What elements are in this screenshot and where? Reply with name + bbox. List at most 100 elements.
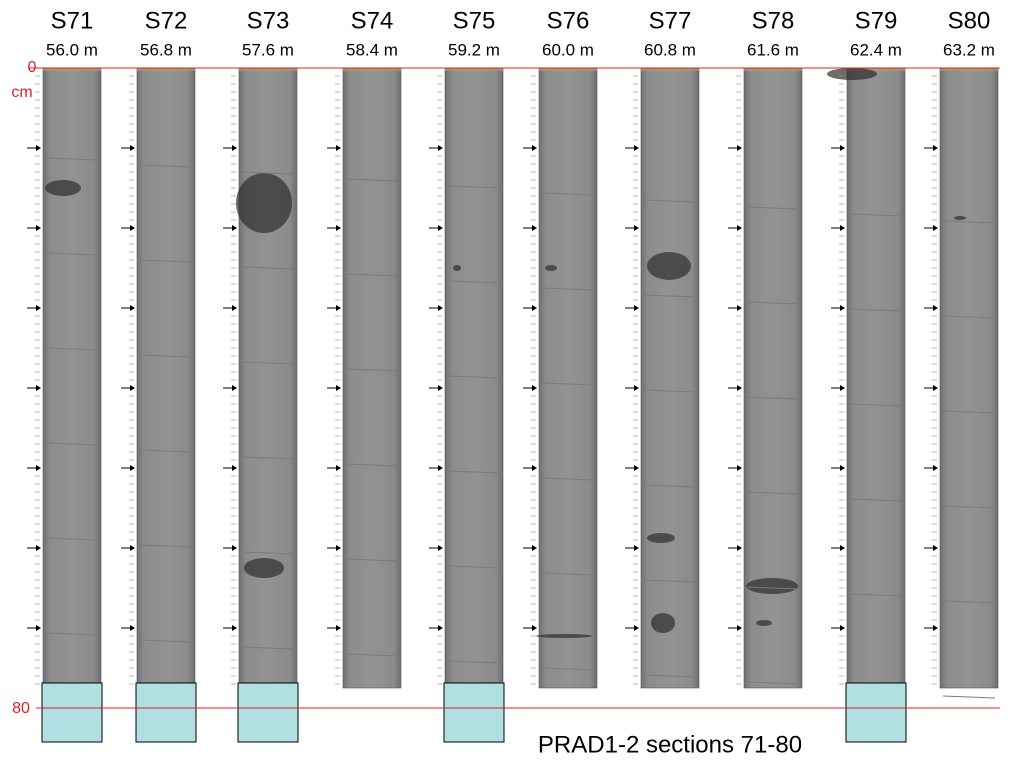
core-lamina xyxy=(643,389,697,393)
section-label: S77 xyxy=(649,7,692,34)
scale-arrowhead xyxy=(532,625,537,631)
section-label: S71 xyxy=(51,7,94,34)
core-columns: S71 56.0 m S72 56.8 m S73 57.6 m S74 58.4 m S75 5… xyxy=(27,7,999,743)
core-lamina xyxy=(849,213,903,217)
section-depth: 61.6 m xyxy=(747,40,799,59)
core-lamina xyxy=(746,301,800,305)
scale-arrowhead xyxy=(130,465,135,471)
core-lamina xyxy=(241,266,295,270)
core-lamina xyxy=(849,308,903,312)
scale-arrowhead xyxy=(737,545,742,551)
scale-arrowhead xyxy=(130,625,135,631)
scale-arrowhead xyxy=(634,545,639,551)
core-section: S78 61.6 m xyxy=(728,7,803,689)
scale-arrowhead xyxy=(532,465,537,471)
core-feature xyxy=(651,613,675,633)
scale-arrowhead xyxy=(336,145,341,151)
scale-arrowhead xyxy=(438,385,443,391)
scale-arrowhead xyxy=(933,385,938,391)
scale-arrowhead xyxy=(737,625,742,631)
core-lamina xyxy=(345,368,399,372)
core-photo xyxy=(444,67,504,684)
core-lamina xyxy=(541,287,595,291)
scale-arrowhead xyxy=(840,465,845,471)
scale-arrowhead xyxy=(933,625,938,631)
scale-arrowhead xyxy=(737,465,742,471)
core-photo xyxy=(42,67,102,684)
scale-arrowhead xyxy=(933,225,938,231)
core-photo xyxy=(538,67,598,689)
scale-arrowhead xyxy=(438,545,443,551)
core-lamina xyxy=(447,280,501,284)
core-lamina xyxy=(942,410,996,414)
core-lamina xyxy=(447,565,501,569)
scale-arrowhead xyxy=(232,145,237,151)
section-depth: 59.2 m xyxy=(448,40,500,59)
scale-arrowhead xyxy=(737,385,742,391)
scale-unit: cm xyxy=(11,84,32,101)
scale-arrowhead xyxy=(232,465,237,471)
scale-arrowhead xyxy=(232,625,237,631)
figure-title: PRAD1-2 sections 71-80 xyxy=(538,731,802,758)
scale-arrowhead xyxy=(336,305,341,311)
core-lamina xyxy=(643,484,697,488)
core-lamina xyxy=(942,695,996,699)
core-lamina xyxy=(241,646,295,650)
scale-arrowhead xyxy=(438,465,443,471)
scale-arrowhead xyxy=(130,545,135,551)
core-lamina xyxy=(541,572,595,576)
core-lamina xyxy=(345,558,399,562)
core-cap xyxy=(43,68,101,71)
scale-arrowhead xyxy=(532,305,537,311)
section-label: S80 xyxy=(948,7,991,34)
missing-box xyxy=(135,682,197,743)
core-section: S74 58.4 m xyxy=(327,7,402,689)
scale-arrowhead xyxy=(532,225,537,231)
core-feature xyxy=(545,265,557,271)
core-lamina xyxy=(345,273,399,277)
scale-bottom: 80 xyxy=(12,700,30,717)
core-feature xyxy=(453,265,461,271)
core-lamina xyxy=(45,252,99,256)
scale-arrowhead xyxy=(130,385,135,391)
core-photo xyxy=(846,67,906,684)
core-lamina xyxy=(849,498,903,502)
core-feature xyxy=(827,68,877,80)
core-cap xyxy=(343,68,401,71)
core-lamina xyxy=(45,632,99,636)
scale-arrowhead xyxy=(532,545,537,551)
scale-arrowhead xyxy=(232,385,237,391)
core-lamina xyxy=(241,456,295,460)
core-photo xyxy=(136,67,196,684)
core-lamina xyxy=(746,586,800,590)
core-section: S76 60.0 m xyxy=(523,7,598,689)
scale-arrowhead xyxy=(36,465,41,471)
section-label: S75 xyxy=(453,7,496,34)
scale-arrowhead xyxy=(130,145,135,151)
core-section: S71 56.0 m xyxy=(27,7,103,743)
core-lamina xyxy=(942,315,996,319)
core-lamina xyxy=(241,361,295,365)
core-lamina xyxy=(942,600,996,604)
scale-arrowhead xyxy=(634,145,639,151)
scale-arrowhead xyxy=(840,225,845,231)
scale-arrowhead xyxy=(840,625,845,631)
core-section: S75 59.2 m xyxy=(429,7,505,743)
scale-arrowhead xyxy=(36,625,41,631)
scale-arrowhead xyxy=(36,225,41,231)
scale-arrowhead xyxy=(130,305,135,311)
core-lamina xyxy=(643,579,697,583)
scale-arrowhead xyxy=(438,305,443,311)
scale-arrowhead xyxy=(933,545,938,551)
core-lamina xyxy=(447,185,501,189)
core-lamina xyxy=(447,375,501,379)
scale-arrowhead xyxy=(336,385,341,391)
scale-arrowhead xyxy=(933,145,938,151)
section-label: S72 xyxy=(145,7,188,34)
core-cap xyxy=(539,68,597,71)
scale-arrowhead xyxy=(634,225,639,231)
missing-box xyxy=(443,682,505,743)
core-cap xyxy=(137,68,195,71)
core-lamina xyxy=(45,537,99,541)
